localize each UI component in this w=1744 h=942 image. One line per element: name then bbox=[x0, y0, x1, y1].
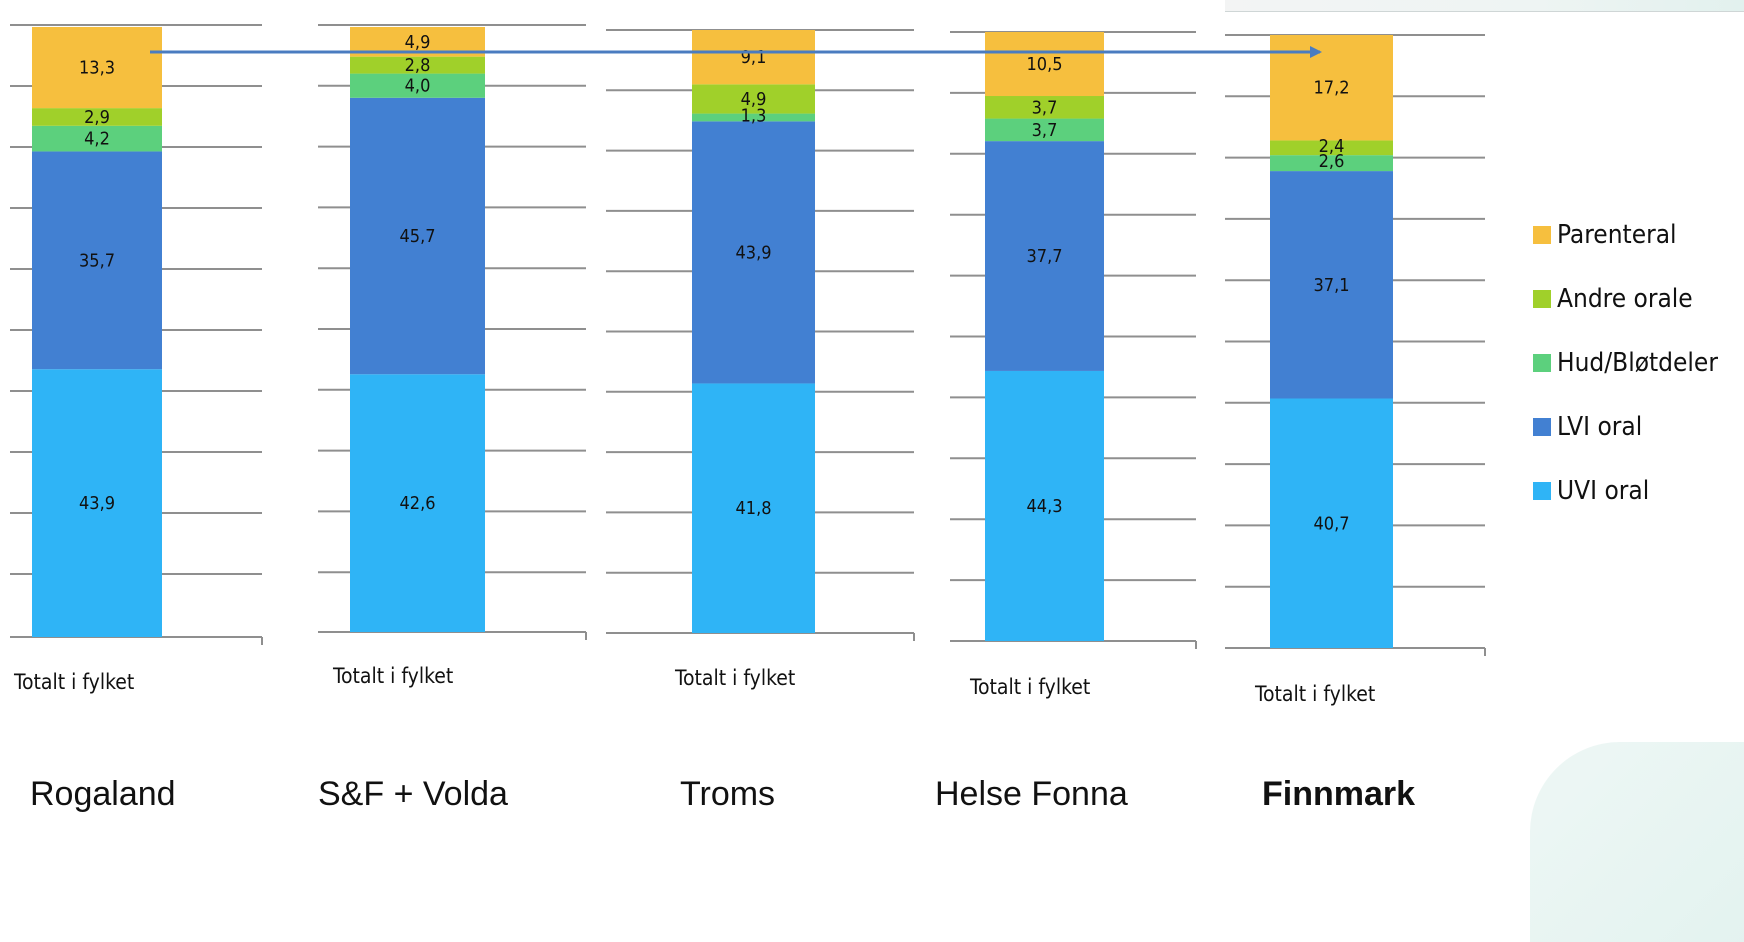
segment-value-label: 3,7 bbox=[1032, 97, 1058, 118]
bars bbox=[32, 27, 1393, 648]
region-label: Helse Fonna bbox=[935, 775, 1128, 813]
segment-value-label: 44,3 bbox=[1026, 496, 1062, 517]
bar-segment-hud-bl-tdeler bbox=[1270, 155, 1393, 172]
legend-swatch bbox=[1533, 226, 1551, 244]
bar-segment-hud-bl-tdeler bbox=[985, 118, 1104, 142]
bar-segment-hud-bl-tdeler bbox=[350, 73, 485, 98]
bar-segment-parenteral bbox=[985, 32, 1104, 97]
legend-item: Hud/Bløtdeler bbox=[1533, 348, 1718, 378]
legend-item: UVI oral bbox=[1533, 476, 1649, 506]
legend-label: Andre orale bbox=[1557, 284, 1693, 314]
segment-value-label: 4,2 bbox=[84, 129, 110, 150]
legend-item: Parenteral bbox=[1533, 220, 1677, 250]
bar-segment-hud-bl-tdeler bbox=[32, 125, 162, 152]
bar-segment-lvi-oral bbox=[32, 151, 162, 370]
segment-value-label: 2,6 bbox=[1319, 151, 1345, 172]
bar-segment-andre-orale bbox=[32, 108, 162, 126]
segment-value-label: 2,9 bbox=[84, 107, 110, 128]
stacked-bar-charts: 43,935,74,22,913,342,645,74,02,84,941,84… bbox=[10, 24, 1486, 706]
legend-item: LVI oral bbox=[1533, 412, 1642, 442]
segment-value-label: 43,9 bbox=[735, 242, 771, 263]
region-label: Finnmark bbox=[1262, 775, 1416, 813]
decorative-top-line bbox=[1225, 11, 1744, 12]
segment-value-label: 40,7 bbox=[1313, 513, 1349, 534]
region-label: S&F + Volda bbox=[318, 775, 508, 813]
segment-value-label: 17,2 bbox=[1313, 78, 1349, 99]
segment-value-label: 1,3 bbox=[741, 105, 767, 126]
legend-label: Parenteral bbox=[1557, 220, 1677, 250]
segment-value-label: 42,6 bbox=[399, 493, 435, 514]
category-label: Totalt i fylket bbox=[332, 664, 453, 688]
bar-segment-andre-orale bbox=[350, 56, 485, 74]
category-labels: Totalt i fylket Totalt i fylket Totalt i f… bbox=[13, 664, 1375, 706]
segment-value-label: 3,7 bbox=[1032, 120, 1058, 141]
bar-segment-andre-orale bbox=[1270, 140, 1393, 156]
category-label: Totalt i fylket bbox=[969, 675, 1090, 699]
segment-value-label: 9,1 bbox=[741, 47, 767, 68]
segment-value-label: 45,7 bbox=[399, 226, 435, 247]
bar-segment-andre-orale bbox=[985, 96, 1104, 119]
region-label: Troms bbox=[680, 775, 776, 813]
segment-value-label: 13,3 bbox=[79, 58, 115, 79]
segment-value-label: 43,9 bbox=[79, 493, 115, 514]
segment-value-label: 2,4 bbox=[1319, 136, 1345, 157]
bar-segment-uvi-oral bbox=[692, 383, 815, 633]
segment-value-label: 41,8 bbox=[735, 498, 771, 519]
segment-value-label: 10,5 bbox=[1026, 54, 1062, 75]
category-label: Totalt i fylket bbox=[674, 666, 795, 690]
legend-label: Hud/Bløtdeler bbox=[1557, 348, 1718, 378]
bar-segment-uvi-oral bbox=[350, 374, 485, 632]
bar-segment-lvi-oral bbox=[350, 97, 485, 375]
bar-segment-lvi-oral bbox=[1270, 171, 1393, 399]
segment-value-label: 35,7 bbox=[79, 250, 115, 271]
region-label: Rogaland bbox=[30, 775, 176, 813]
bar-segment-hud-bl-tdeler bbox=[692, 113, 815, 122]
segment-labels: 43,935,74,22,913,342,645,74,02,84,941,84… bbox=[79, 32, 1350, 534]
legend-item: Andre orale bbox=[1533, 284, 1693, 314]
legend-swatch bbox=[1533, 482, 1551, 500]
bar-segment-uvi-oral bbox=[985, 370, 1104, 641]
segment-value-label: 4,9 bbox=[741, 89, 767, 110]
segment-value-label: 4,0 bbox=[405, 76, 431, 97]
legend-swatch bbox=[1533, 354, 1551, 372]
segment-value-label: 37,7 bbox=[1026, 246, 1062, 267]
legend-swatch bbox=[1533, 418, 1551, 436]
bar-segment-parenteral bbox=[692, 30, 815, 85]
segment-value-label: 2,8 bbox=[405, 55, 431, 76]
bar-segment-andre-orale bbox=[692, 84, 815, 114]
legend-label: UVI oral bbox=[1557, 476, 1650, 506]
legend-swatch bbox=[1533, 290, 1551, 308]
segment-value-label: 4,9 bbox=[405, 32, 431, 53]
category-label: Totalt i fylket bbox=[1254, 682, 1375, 706]
legend-label: LVI oral bbox=[1557, 412, 1643, 442]
bar-segment-lvi-oral bbox=[692, 121, 815, 384]
bar-segment-parenteral bbox=[32, 27, 162, 109]
bar-segment-uvi-oral bbox=[1270, 398, 1393, 648]
decorative-top-band bbox=[1225, 0, 1744, 12]
segment-value-label: 37,1 bbox=[1313, 275, 1349, 296]
bar-segment-uvi-oral bbox=[32, 369, 162, 637]
bar-segment-lvi-oral bbox=[985, 141, 1104, 371]
category-label: Totalt i fylket bbox=[13, 670, 134, 694]
